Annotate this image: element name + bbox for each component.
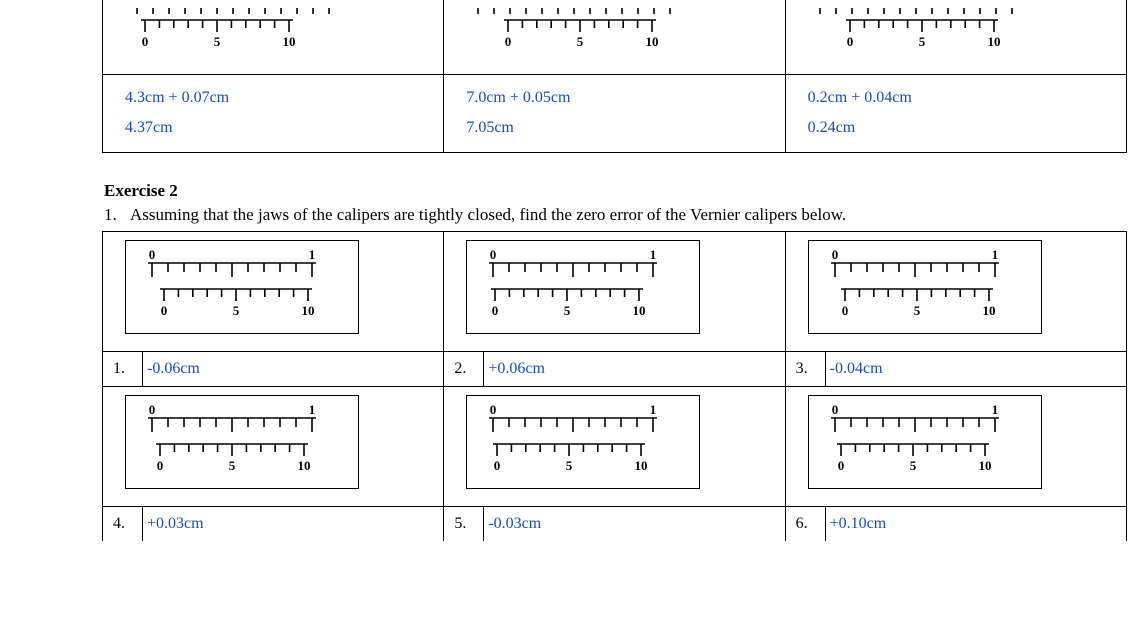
vernier-diagram: 010510 xyxy=(466,240,778,339)
svg-text:1: 1 xyxy=(650,247,657,262)
svg-text:0: 0 xyxy=(505,34,512,49)
answer-number: 6. xyxy=(785,507,825,542)
svg-text:0: 0 xyxy=(831,402,838,417)
answer-calc: 4.3cm + 0.07cm xyxy=(125,89,229,106)
svg-text:0: 0 xyxy=(846,34,853,49)
svg-text:1: 1 xyxy=(991,402,998,417)
svg-text:0: 0 xyxy=(837,458,844,473)
answer-number: 3. xyxy=(785,352,825,387)
svg-text:5: 5 xyxy=(577,34,584,49)
svg-text:0: 0 xyxy=(157,458,164,473)
ex2-diagram-cell: 010510 xyxy=(103,387,444,507)
ex2-diagram-row-1: 010510 010510 010510 xyxy=(103,232,1127,352)
answer-value: +0.10cm xyxy=(830,515,887,532)
svg-text:1: 1 xyxy=(650,402,657,417)
svg-text:10: 10 xyxy=(633,303,646,318)
svg-text:5: 5 xyxy=(564,303,571,318)
ex2-diagram-cell: 010510 xyxy=(444,387,785,507)
svg-text:0: 0 xyxy=(492,303,499,318)
vernier-diagram: 010510 xyxy=(125,240,437,339)
svg-text:1: 1 xyxy=(309,402,316,417)
vernier-diagram: 010510 xyxy=(466,395,778,494)
vernier-diagram: 0 5 10 xyxy=(125,8,437,62)
ex1-answer-cell-3: 0.2cm + 0.04cm 0.24cm xyxy=(785,75,1126,153)
svg-text:10: 10 xyxy=(283,34,296,49)
answer-result: 0.24cm xyxy=(808,119,856,136)
svg-text:10: 10 xyxy=(978,458,991,473)
vernier-diagram: 010510 xyxy=(125,395,437,494)
svg-text:0: 0 xyxy=(494,458,501,473)
svg-text:5: 5 xyxy=(566,458,573,473)
answer-result: 7.05cm xyxy=(466,119,514,136)
svg-text:0: 0 xyxy=(161,303,168,318)
answer-result: 4.37cm xyxy=(125,119,173,136)
vernier-diagram: 0 5 10 xyxy=(466,8,778,62)
svg-text:5: 5 xyxy=(913,303,920,318)
exercise2-table: 010510 010510 010510 1. -0.06cm 2. +0.06… xyxy=(102,231,1127,541)
svg-text:0: 0 xyxy=(142,34,149,49)
ex1-diagram-row: 0 5 10 0 5 10 0 5 10 xyxy=(103,0,1127,75)
svg-text:10: 10 xyxy=(646,34,659,49)
answer-number: 1. xyxy=(103,352,143,387)
ex2-diagram-cell: 010510 xyxy=(785,232,1126,352)
svg-text:10: 10 xyxy=(298,458,311,473)
svg-text:10: 10 xyxy=(635,458,648,473)
answer-value: -0.06cm xyxy=(147,360,200,377)
answer-value: -0.03cm xyxy=(488,515,541,532)
vernier-diagram: 0 5 10 xyxy=(808,8,1120,62)
svg-text:0: 0 xyxy=(149,402,156,417)
svg-text:10: 10 xyxy=(987,34,1000,49)
ex2-answer-row-2: 4. +0.03cm 5. -0.03cm 6. +0.10cm xyxy=(103,507,1127,542)
svg-text:0: 0 xyxy=(149,247,156,262)
svg-text:0: 0 xyxy=(841,303,848,318)
ex2-diagram-row-2: 010510 010510 010510 xyxy=(103,387,1127,507)
ex1-diagram-cell-3: 0 5 10 xyxy=(785,0,1126,75)
worksheet-page: 0510 0510 0510 4.3cm + 0.07cm 4.37cm 7.0… xyxy=(0,0,1132,541)
answer-value: +0.03cm xyxy=(147,515,204,532)
ex1-answer-cell-2: 7.0cm + 0.05cm 7.05cm xyxy=(444,75,785,153)
ex1-diagram-cell-2: 0 5 10 xyxy=(444,0,785,75)
question-text: Assuming that the jaws of the calipers a… xyxy=(130,205,846,224)
question-number: 1. xyxy=(104,205,130,225)
ex2-answer-row-1: 1. -0.06cm 2. +0.06cm 3. -0.04cm xyxy=(103,352,1127,387)
svg-text:5: 5 xyxy=(918,34,925,49)
ex2-diagram-cell: 010510 xyxy=(444,232,785,352)
exercise2-title: Exercise 2 xyxy=(104,181,1122,201)
vernier-diagram: 010510 xyxy=(808,240,1120,339)
ex1-answer-cell-1: 4.3cm + 0.07cm 4.37cm xyxy=(103,75,444,153)
ex2-diagram-cell: 010510 xyxy=(103,232,444,352)
ex1-diagram-cell-1: 0 5 10 xyxy=(103,0,444,75)
exercise2-question: 1.Assuming that the jaws of the calipers… xyxy=(104,205,1122,225)
svg-text:10: 10 xyxy=(302,303,315,318)
svg-text:5: 5 xyxy=(909,458,916,473)
svg-text:10: 10 xyxy=(982,303,995,318)
answer-calc: 7.0cm + 0.05cm xyxy=(466,89,570,106)
svg-text:5: 5 xyxy=(214,34,221,49)
answer-value: -0.04cm xyxy=(830,360,883,377)
answer-value: +0.06cm xyxy=(488,360,545,377)
svg-text:1: 1 xyxy=(309,247,316,262)
svg-text:1: 1 xyxy=(991,247,998,262)
svg-text:5: 5 xyxy=(229,458,236,473)
ex2-diagram-cell: 010510 xyxy=(785,387,1126,507)
svg-text:0: 0 xyxy=(490,247,497,262)
vernier-diagram: 010510 xyxy=(808,395,1120,494)
answer-number: 2. xyxy=(444,352,484,387)
answer-number: 5. xyxy=(444,507,484,542)
svg-text:0: 0 xyxy=(831,247,838,262)
exercise1-table: 0 5 10 0 5 10 0 5 10 4.3cm + 0.07cm 4.37cm 7.0… xyxy=(102,0,1127,153)
ex1-answer-row: 4.3cm + 0.07cm 4.37cm 7.0cm + 0.05cm 7.0… xyxy=(103,75,1127,153)
svg-text:0: 0 xyxy=(490,402,497,417)
answer-number: 4. xyxy=(103,507,143,542)
answer-calc: 0.2cm + 0.04cm xyxy=(808,89,912,106)
svg-text:5: 5 xyxy=(233,303,240,318)
